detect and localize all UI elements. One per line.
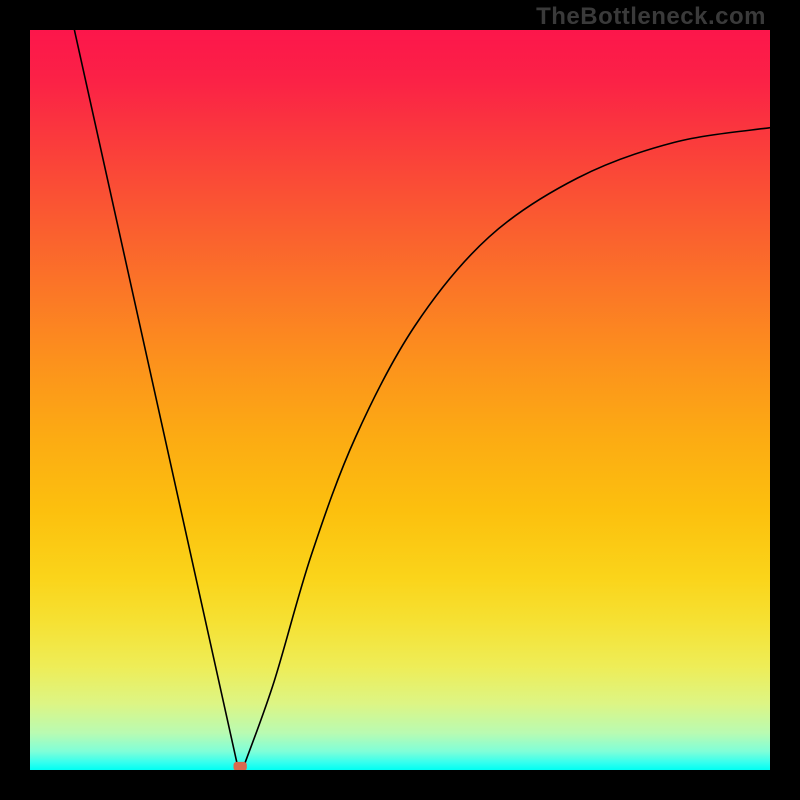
plot-area [30,30,770,770]
frame-left [0,0,30,800]
optimal-point-marker [234,762,247,770]
watermark-text: TheBottleneck.com [536,3,766,31]
curve-right-branch [245,128,770,764]
frame-right [770,0,800,800]
frame-bottom [0,770,800,800]
chart-container: TheBottleneck.com [0,0,800,800]
curve-left-branch [74,30,237,764]
v-curve-svg [30,30,770,770]
